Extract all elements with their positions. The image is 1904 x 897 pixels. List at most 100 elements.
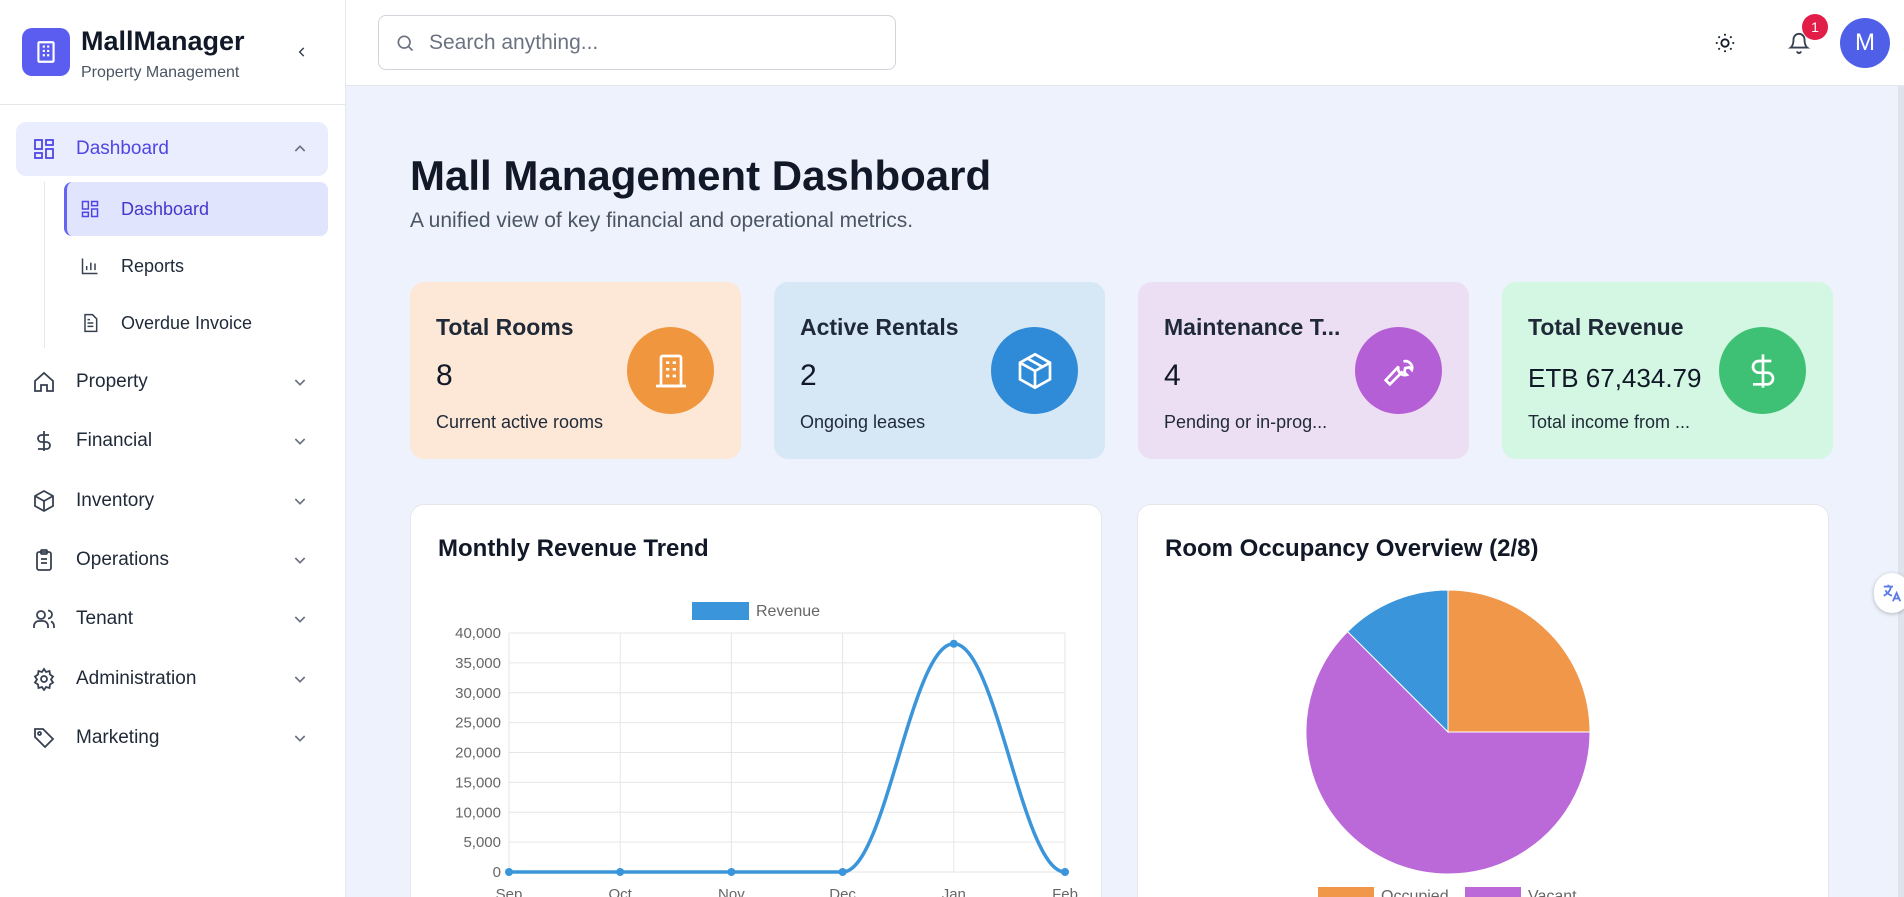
card-value: 2	[800, 359, 817, 392]
sidebar-item-label: Financial	[76, 430, 153, 451]
translate-button[interactable]	[1874, 573, 1904, 613]
document-icon	[84, 313, 98, 333]
sidebar-item-label: Administration	[76, 668, 197, 689]
revenue-data-point	[616, 868, 625, 876]
legend-swatch	[1318, 887, 1374, 897]
brand: MallManager Property Management	[0, 0, 345, 105]
revenue-line-chart: 40,000 35,000 30,000 25,000 20,000 15,000 10,0…	[455, 602, 1078, 897]
topbar	[346, 0, 1904, 86]
sidebar-subitem-reports[interactable]: Reports	[64, 239, 328, 293]
grid-icon	[81, 200, 99, 218]
card-value: 4	[1164, 359, 1181, 392]
card-title: Total Rooms	[436, 314, 574, 340]
chevron-down-icon	[294, 557, 306, 564]
theme-toggle-button[interactable]	[1707, 25, 1743, 61]
occupancy-pie-chart: Occupied Vacant	[1305, 589, 1591, 897]
card-description: Pending or in-prog...	[1164, 412, 1328, 432]
sidebar-item-inventory[interactable]: Inventory	[16, 474, 328, 528]
card-value: ETB 67,434.79	[1528, 363, 1702, 393]
revenue-data-point	[1061, 868, 1069, 876]
x-tick-label: Jan	[942, 886, 966, 897]
y-tick-label: 5,000	[463, 834, 501, 851]
collapse-sidebar-button[interactable]	[290, 40, 314, 64]
legend-label: Revenue	[756, 603, 820, 620]
revenue-series-line	[509, 642, 1066, 874]
legend-swatch	[692, 602, 749, 620]
stat-card-maintenance: Maintenance T... 4 Pending or in-prog...	[1138, 282, 1469, 459]
search-input[interactable]	[429, 26, 869, 60]
sidebar-item-marketing[interactable]: Marketing	[16, 711, 328, 765]
grid-icon	[34, 139, 54, 159]
sidebar-subitem-label: Overdue Invoice	[121, 312, 253, 333]
translate-icon	[1883, 584, 1902, 602]
y-tick-label: 30,000	[455, 685, 501, 702]
wrench-icon	[1355, 327, 1442, 414]
sidebar: MallManager Property Management Dashboar…	[0, 0, 346, 897]
bar-chart-icon	[81, 258, 98, 275]
stat-card-total-revenue: Total Revenue ETB 67,434.79 Total income…	[1502, 282, 1833, 459]
x-tick-label: Dec	[829, 886, 856, 897]
notification-badge: 1	[1802, 14, 1828, 40]
sidebar-item-label: Dashboard	[76, 138, 169, 159]
x-tick-label: Oct	[609, 886, 633, 897]
dollar-icon	[37, 431, 51, 451]
dollar-icon	[1719, 327, 1806, 414]
box-icon	[34, 489, 54, 513]
y-tick-label: 20,000	[455, 745, 501, 762]
avatar[interactable]: M	[1840, 18, 1890, 68]
page-subtitle: A unified view of key financial and oper…	[410, 209, 914, 232]
package-icon	[991, 327, 1078, 414]
sidebar-item-property[interactable]: Property	[16, 355, 328, 409]
chevron-down-icon	[294, 379, 306, 386]
search-icon	[397, 35, 414, 52]
sidebar-item-label: Operations	[76, 549, 169, 570]
pie-slice	[1305, 630, 1591, 875]
sidebar-item-dashboard[interactable]: Dashboard	[16, 122, 328, 176]
sidebar-subitem-dashboard[interactable]: Dashboard	[64, 182, 328, 236]
notifications-button[interactable]	[1781, 25, 1817, 61]
sidebar-subitem-label: Reports	[121, 255, 185, 276]
card-title: Active Rentals	[800, 314, 959, 340]
chevron-down-icon	[294, 498, 306, 505]
chevron-down-icon	[294, 616, 306, 623]
legend-label: Vacant	[1528, 888, 1577, 897]
pie-slice	[1346, 589, 1449, 734]
search-box	[378, 15, 896, 70]
building-icon	[627, 327, 714, 414]
card-description: Ongoing leases	[800, 412, 926, 432]
stat-card-total-rooms: Total Rooms 8 Current active rooms	[410, 282, 741, 459]
clipboard-icon	[36, 549, 52, 571]
panel-title: Room Occupancy Overview (2/8)	[1165, 535, 1539, 562]
legend-swatch	[1465, 887, 1521, 897]
revenue-data-point	[949, 639, 958, 648]
sidebar-item-operations[interactable]: Operations	[16, 533, 328, 587]
submenu-divider	[44, 182, 45, 348]
y-tick-label: 40,000	[455, 625, 501, 642]
sidebar-subitem-label: Dashboard	[121, 198, 210, 219]
bell-icon	[1788, 33, 1810, 54]
sidebar-item-tenant[interactable]: Tenant	[16, 592, 328, 646]
sidebar-item-label: Property	[76, 371, 148, 392]
x-tick-label: Sep	[496, 886, 523, 897]
y-tick-label: 15,000	[455, 774, 501, 791]
sidebar-item-financial[interactable]: Financial	[16, 414, 328, 468]
brand-subtitle: Property Management	[81, 64, 240, 81]
stat-card-active-rentals: Active Rentals 2 Ongoing leases	[774, 282, 1105, 459]
x-tick-label: Feb	[1052, 886, 1078, 897]
card-title: Total Revenue	[1528, 314, 1684, 340]
users-icon	[33, 609, 55, 628]
sidebar-item-administration[interactable]: Administration	[16, 652, 328, 706]
brand-name: MallManager	[81, 26, 245, 56]
y-tick-label: 35,000	[455, 655, 501, 672]
chevron-down-icon	[294, 676, 306, 683]
tag-icon	[34, 728, 55, 749]
sun-icon	[1715, 33, 1735, 53]
building-icon	[22, 28, 70, 76]
sidebar-subitem-overdue-invoice[interactable]: Overdue Invoice	[64, 296, 328, 350]
page-title: Mall Management Dashboard	[410, 152, 992, 199]
y-tick-label: 10,000	[455, 804, 501, 821]
y-tick-label: 25,000	[455, 715, 501, 732]
scrollbar[interactable]	[1898, 86, 1904, 897]
occupancy-panel: Room Occupancy Overview (2/8) Occupied Va…	[1137, 504, 1829, 897]
